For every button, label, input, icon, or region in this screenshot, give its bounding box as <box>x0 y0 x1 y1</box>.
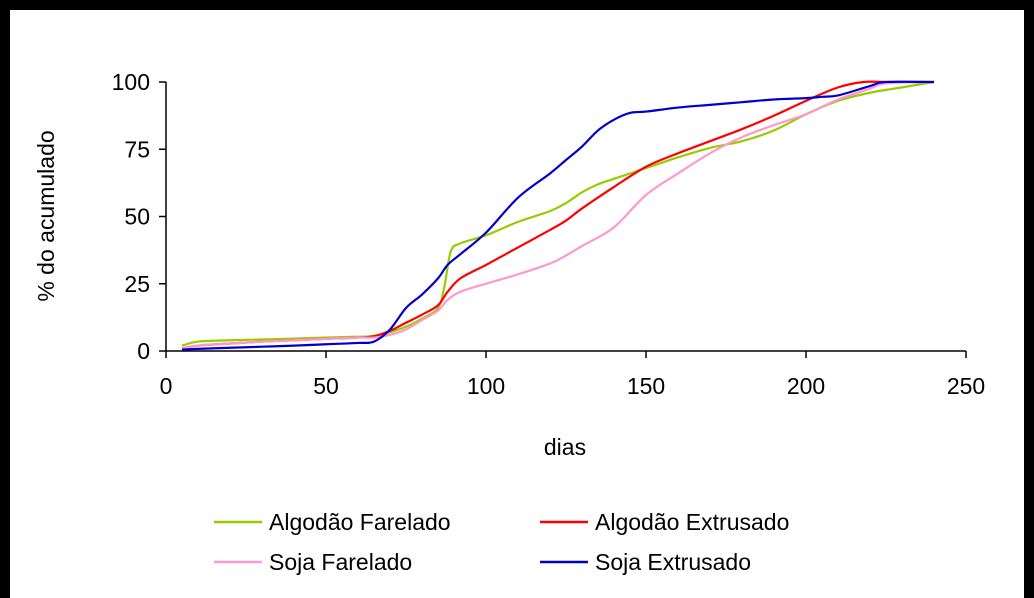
legend-label: Soja Extrusado <box>595 549 751 575</box>
x-tick-label: 250 <box>947 373 985 399</box>
y-axis-label: % do acumulado <box>33 130 59 301</box>
series-line-2 <box>181 80 935 350</box>
legend-label: Algodão Farelado <box>269 509 451 535</box>
y-tick-label: 50 <box>124 204 150 230</box>
series-line-1 <box>181 80 934 350</box>
x-tick-label: 150 <box>627 373 665 399</box>
y-tick-label: 0 <box>137 338 150 364</box>
y-tick-label: 100 <box>112 69 150 95</box>
x-tick-label: 0 <box>160 373 173 399</box>
legend-label: Soja Farelado <box>269 549 412 575</box>
y-tick-label: 25 <box>124 271 150 297</box>
legend-label: Algodão Extrusado <box>595 509 789 535</box>
axes: 0 25 50 75 100 0 50 100 150 200 250 <box>112 69 986 399</box>
x-tick-label: 50 <box>313 373 339 399</box>
y-tick-label: 75 <box>124 136 150 162</box>
series-line-3 <box>181 80 935 351</box>
x-tick-label: 200 <box>787 373 825 399</box>
x-tick-label: 100 <box>467 373 505 399</box>
legend: Algodão Farelado Algodão Extrusado Soja Fa… <box>214 509 789 575</box>
series-line-0 <box>181 80 935 347</box>
series-lines <box>181 80 935 351</box>
x-axis-label: dias <box>544 434 586 460</box>
